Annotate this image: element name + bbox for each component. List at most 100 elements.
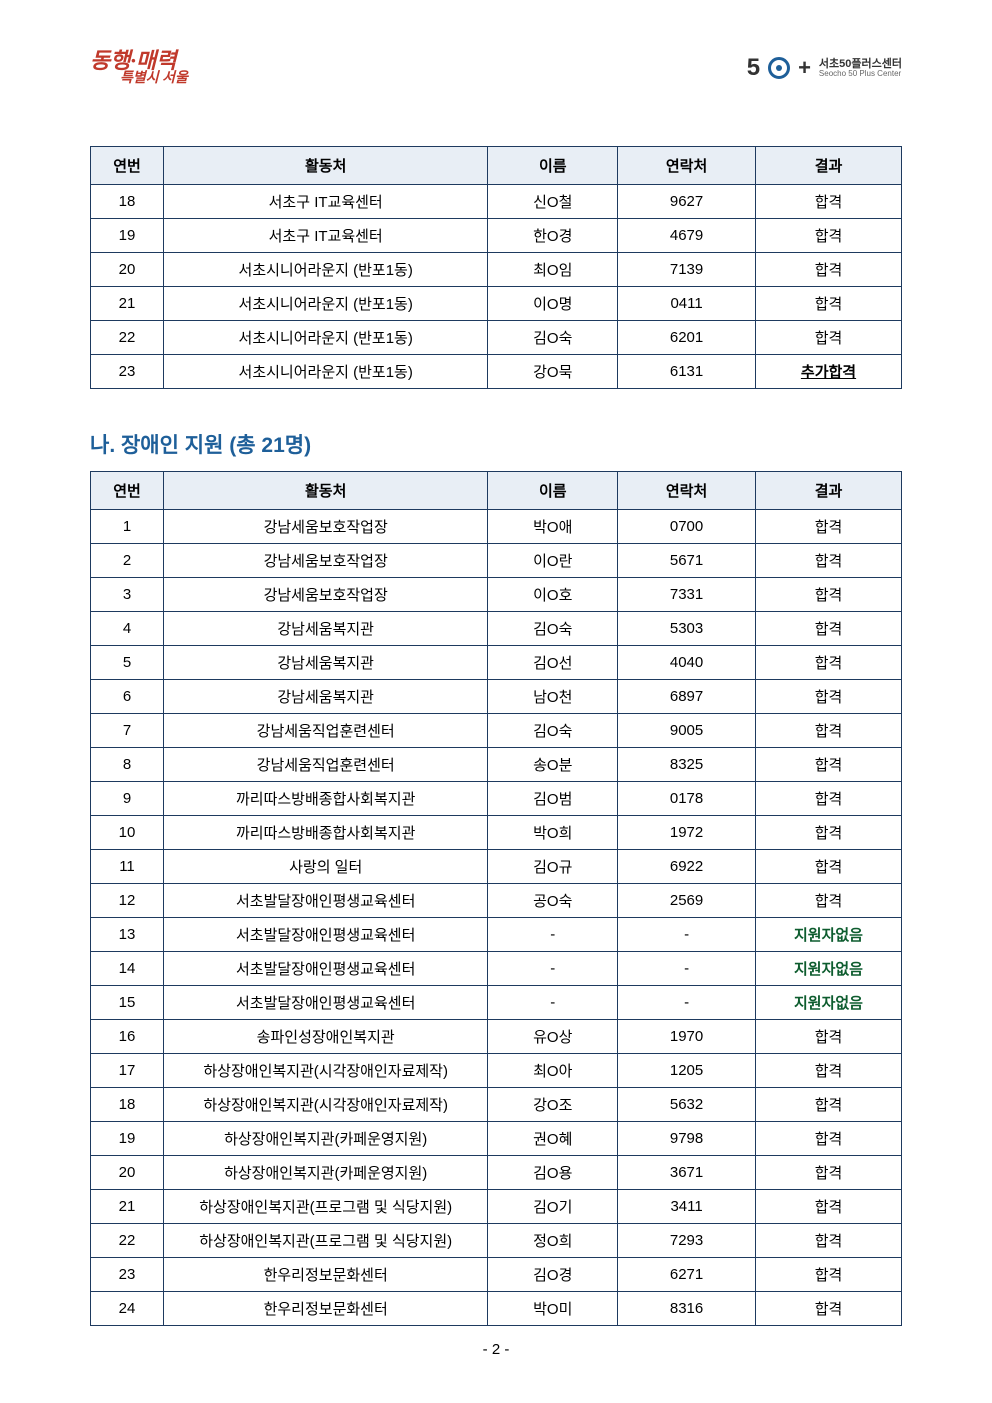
table-row: 10까리따스방배종합사회복지관박O희1972합격 — [91, 816, 902, 850]
col-header-contact: 연락처 — [618, 147, 756, 185]
table-row: 15서초발달장애인평생교육센터--지원자없음 — [91, 986, 902, 1020]
cell-name: 김O숙 — [488, 321, 618, 355]
table-row: 23서초시니어라운지 (반포1동)강O묵6131추가합격 — [91, 355, 902, 389]
cell-result: 합격 — [756, 680, 902, 714]
cell-place: 한우리정보문화센터 — [163, 1258, 487, 1292]
cell-place: 까리따스방배종합사회복지관 — [163, 782, 487, 816]
cell-num: 6 — [91, 680, 164, 714]
cell-contact: 1972 — [618, 816, 756, 850]
cell-num: 20 — [91, 1156, 164, 1190]
seoul-logo: 동행·매력 특별시 서울 — [90, 50, 188, 86]
cell-contact: 3671 — [618, 1156, 756, 1190]
cell-name: 김O용 — [488, 1156, 618, 1190]
cell-result: 합격 — [756, 646, 902, 680]
cell-place: 서초시니어라운지 (반포1동) — [163, 287, 487, 321]
cell-contact: 5303 — [618, 612, 756, 646]
cell-name: 공O숙 — [488, 884, 618, 918]
table-row: 3강남세움보호작업장이O호7331합격 — [91, 578, 902, 612]
table-row: 18서초구 IT교육센터신O철9627합격 — [91, 185, 902, 219]
cell-name: 박O미 — [488, 1292, 618, 1326]
col-header-result: 결과 — [756, 472, 902, 510]
cell-name: 김O기 — [488, 1190, 618, 1224]
section-title: 나. 장애인 지원 (총 21명) — [90, 429, 902, 459]
cell-result: 합격 — [756, 578, 902, 612]
cell-name: 박O애 — [488, 510, 618, 544]
cell-place: 한우리정보문화센터 — [163, 1292, 487, 1326]
cell-num: 23 — [91, 355, 164, 389]
col-header-name: 이름 — [488, 147, 618, 185]
cell-place: 강남세움복지관 — [163, 612, 487, 646]
logo-right-text: 서초50플러스센터 Seocho 50 Plus Center — [819, 58, 902, 79]
table-row: 16송파인성장애인복지관유O상1970합격 — [91, 1020, 902, 1054]
table-row: 6강남세움복지관남O천6897합격 — [91, 680, 902, 714]
cell-contact: 6131 — [618, 355, 756, 389]
cell-place: 서초발달장애인평생교육센터 — [163, 884, 487, 918]
table-row: 13서초발달장애인평생교육센터--지원자없음 — [91, 918, 902, 952]
col-header-contact: 연락처 — [618, 472, 756, 510]
table-row: 11사랑의 일터김O규6922합격 — [91, 850, 902, 884]
cell-num: 8 — [91, 748, 164, 782]
cell-name: - — [488, 952, 618, 986]
cell-name: 유O상 — [488, 1020, 618, 1054]
cell-name: 이O호 — [488, 578, 618, 612]
cell-contact: 7139 — [618, 253, 756, 287]
cell-num: 20 — [91, 253, 164, 287]
table-row: 8강남세움직업훈련센터송O분8325합격 — [91, 748, 902, 782]
cell-place: 하상장애인복지관(프로그램 및 식당지원) — [163, 1190, 487, 1224]
cell-name: 박O희 — [488, 816, 618, 850]
cell-num: 15 — [91, 986, 164, 1020]
logo-right-kr: 서초50플러스센터 — [819, 58, 902, 70]
cell-num: 21 — [91, 287, 164, 321]
table-row: 20서초시니어라운지 (반포1동)최O임7139합격 — [91, 253, 902, 287]
logo-circle-icon — [768, 57, 790, 79]
cell-num: 23 — [91, 1258, 164, 1292]
cell-result: 합격 — [756, 1054, 902, 1088]
table-row: 12서초발달장애인평생교육센터공O숙2569합격 — [91, 884, 902, 918]
logo-right-en: Seocho 50 Plus Center — [819, 70, 902, 79]
cell-contact: 7293 — [618, 1224, 756, 1258]
col-header-name: 이름 — [488, 472, 618, 510]
cell-num: 18 — [91, 185, 164, 219]
table-row: 14서초발달장애인평생교육센터--지원자없음 — [91, 952, 902, 986]
table-row: 21하상장애인복지관(프로그램 및 식당지원)김O기3411합격 — [91, 1190, 902, 1224]
table-row: 23한우리정보문화센터김O경6271합격 — [91, 1258, 902, 1292]
cell-place: 서초시니어라운지 (반포1동) — [163, 355, 487, 389]
cell-name: 한O경 — [488, 219, 618, 253]
cell-result: 합격 — [756, 321, 902, 355]
cell-num: 22 — [91, 1224, 164, 1258]
col-header-place: 활동처 — [163, 147, 487, 185]
cell-place: 서초발달장애인평생교육센터 — [163, 918, 487, 952]
cell-place: 하상장애인복지관(시각장애인자료제작) — [163, 1088, 487, 1122]
page-number: - 2 - — [0, 1341, 992, 1358]
cell-name: 김O경 — [488, 1258, 618, 1292]
cell-contact: 6271 — [618, 1258, 756, 1292]
table-row: 1강남세움보호작업장박O애0700합격 — [91, 510, 902, 544]
cell-contact: 8316 — [618, 1292, 756, 1326]
cell-name: 신O철 — [488, 185, 618, 219]
cell-contact: 8325 — [618, 748, 756, 782]
logo-left-main: 동행·매력 — [90, 48, 176, 73]
cell-place: 송파인성장애인복지관 — [163, 1020, 487, 1054]
cell-name: 김O숙 — [488, 714, 618, 748]
cell-contact: 1970 — [618, 1020, 756, 1054]
cell-contact: 9627 — [618, 185, 756, 219]
cell-contact: - — [618, 918, 756, 952]
cell-result: 지원자없음 — [756, 952, 902, 986]
cell-place: 서초발달장애인평생교육센터 — [163, 986, 487, 1020]
logo-50-text: 5 — [747, 54, 760, 82]
table-row: 4강남세움복지관김O숙5303합격 — [91, 612, 902, 646]
table-header-row: 연번 활동처 이름 연락처 결과 — [91, 147, 902, 185]
table-row: 24한우리정보문화센터박O미8316합격 — [91, 1292, 902, 1326]
cell-num: 19 — [91, 1122, 164, 1156]
table-row: 7강남세움직업훈련센터김O숙9005합격 — [91, 714, 902, 748]
cell-contact: 4040 — [618, 646, 756, 680]
cell-place: 서초구 IT교육센터 — [163, 219, 487, 253]
cell-contact: 0700 — [618, 510, 756, 544]
cell-name: 강O조 — [488, 1088, 618, 1122]
cell-result: 합격 — [756, 748, 902, 782]
cell-num: 3 — [91, 578, 164, 612]
table-row: 17하상장애인복지관(시각장애인자료제작)최O아1205합격 — [91, 1054, 902, 1088]
cell-place: 서초구 IT교육센터 — [163, 185, 487, 219]
table-row: 20하상장애인복지관(카페운영지원)김O용3671합격 — [91, 1156, 902, 1190]
cell-name: - — [488, 918, 618, 952]
